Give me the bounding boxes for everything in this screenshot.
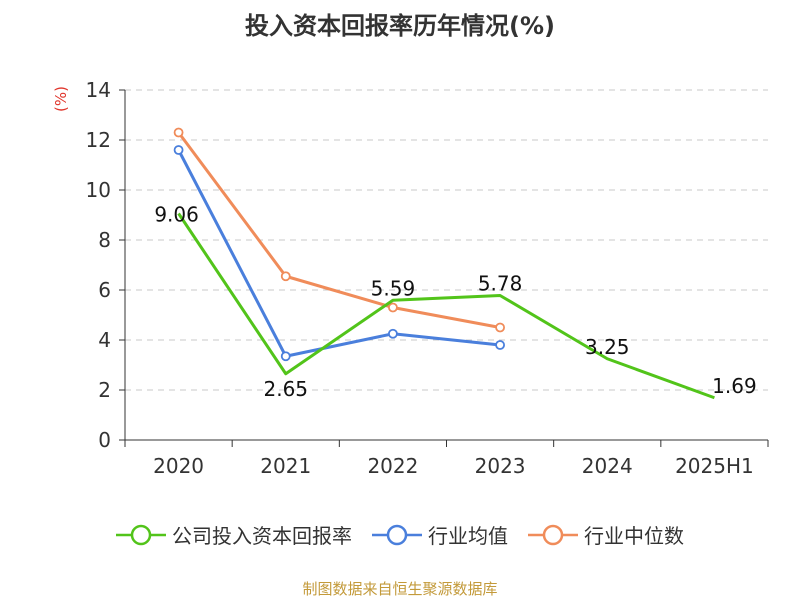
legend-marker-icon bbox=[372, 524, 422, 545]
x-tick-label: 2020 bbox=[153, 454, 204, 478]
data-label: 9.06 bbox=[154, 203, 199, 227]
data-point bbox=[495, 340, 505, 350]
data-label: 5.59 bbox=[371, 276, 416, 300]
data-point bbox=[173, 127, 184, 138]
data-point bbox=[495, 322, 505, 333]
data-label: 3.25 bbox=[585, 335, 630, 359]
y-tick-label: 8 bbox=[98, 228, 111, 252]
data-point bbox=[280, 271, 291, 282]
y-tick-label: 0 bbox=[98, 428, 111, 452]
legend: 公司投入资本回报率 行业均值 行业中位数 bbox=[0, 520, 800, 549]
legend-marker-icon bbox=[528, 524, 578, 545]
legend-item-2[interactable]: 行业中位数 bbox=[528, 520, 684, 549]
legend-marker-icon bbox=[116, 524, 166, 545]
series-line-0 bbox=[177, 212, 715, 400]
legend-item-1[interactable]: 行业均值 bbox=[372, 520, 508, 549]
legend-item-0[interactable]: 公司投入资本回报率 bbox=[116, 520, 352, 549]
x-tick-label: 2025H1 bbox=[675, 454, 754, 478]
data-label: 1.69 bbox=[712, 374, 757, 398]
chart-title: 投入资本回报率历年情况(%) bbox=[245, 12, 555, 40]
y-tick-label: 12 bbox=[86, 128, 111, 152]
series-line-1 bbox=[177, 149, 501, 358]
data-point bbox=[173, 145, 184, 155]
data-label: 2.65 bbox=[263, 377, 308, 401]
y-tick-label: 2 bbox=[98, 378, 111, 402]
data-point bbox=[388, 302, 398, 313]
legend-label: 行业均值 bbox=[428, 524, 508, 548]
x-tick-label: 2021 bbox=[260, 454, 311, 478]
y-tick-label: 6 bbox=[98, 278, 111, 302]
y-tick-label: 4 bbox=[98, 328, 111, 352]
y-tick-label: 10 bbox=[86, 178, 111, 202]
x-tick-label: 2024 bbox=[582, 454, 633, 478]
x-tick-label: 2023 bbox=[475, 454, 526, 478]
legend-label: 行业中位数 bbox=[584, 524, 684, 548]
y-tick-label: 14 bbox=[86, 78, 111, 102]
series-line-2 bbox=[177, 131, 501, 329]
source-note: 制图数据来自恒生聚源数据库 bbox=[302, 580, 498, 598]
x-tick-label: 2022 bbox=[367, 454, 418, 478]
data-label: 5.78 bbox=[478, 272, 523, 296]
data-point bbox=[280, 351, 291, 362]
legend-label: 公司投入资本回报率 bbox=[172, 524, 352, 548]
data-point bbox=[388, 328, 398, 339]
